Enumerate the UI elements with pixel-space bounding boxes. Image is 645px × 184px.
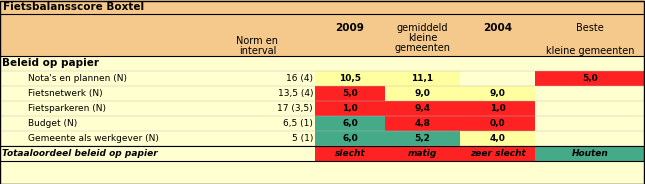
- Bar: [460, 131, 535, 146]
- Bar: [315, 101, 385, 116]
- Bar: [535, 71, 645, 86]
- Bar: [0, 0, 645, 14]
- Text: 1,0: 1,0: [342, 104, 358, 113]
- Text: Gemeente als werkgever (N): Gemeente als werkgever (N): [28, 134, 159, 143]
- Bar: [460, 146, 535, 161]
- Text: matig: matig: [408, 149, 437, 158]
- Bar: [0, 14, 645, 56]
- Text: 5,2: 5,2: [415, 134, 430, 143]
- Text: 5,0: 5,0: [342, 89, 358, 98]
- Bar: [315, 86, 385, 101]
- Text: gemeenten: gemeenten: [395, 43, 450, 53]
- Text: slecht: slecht: [335, 149, 365, 158]
- Bar: [385, 101, 460, 116]
- Text: 2004: 2004: [483, 23, 512, 33]
- Text: 5,0: 5,0: [582, 74, 598, 83]
- Bar: [315, 146, 385, 161]
- Text: Nota's en plannen (N): Nota's en plannen (N): [28, 74, 127, 83]
- Text: 9,0: 9,0: [490, 89, 506, 98]
- Text: Beste: Beste: [576, 23, 604, 33]
- Text: Norm en: Norm en: [237, 36, 279, 46]
- Text: interval: interval: [239, 46, 276, 56]
- Text: 10,5: 10,5: [339, 74, 361, 83]
- Text: kleine: kleine: [408, 33, 437, 43]
- Text: 9,0: 9,0: [415, 89, 430, 98]
- Text: Fietsparkeren (N): Fietsparkeren (N): [28, 104, 106, 113]
- Text: 5 (1): 5 (1): [292, 134, 313, 143]
- Bar: [385, 116, 460, 131]
- Text: 16 (4): 16 (4): [286, 74, 313, 83]
- Text: Fietsbalansscore Boxtel: Fietsbalansscore Boxtel: [3, 2, 144, 12]
- Bar: [315, 131, 385, 146]
- Bar: [385, 131, 460, 146]
- Text: 6,0: 6,0: [342, 134, 358, 143]
- Bar: [315, 116, 385, 131]
- Text: 17 (3,5): 17 (3,5): [277, 104, 313, 113]
- Text: 11,1: 11,1: [412, 74, 433, 83]
- Text: 6,0: 6,0: [342, 119, 358, 128]
- Text: Totaaloordeel beleid op papier: Totaaloordeel beleid op papier: [2, 149, 158, 158]
- Bar: [460, 101, 535, 116]
- Bar: [385, 71, 460, 86]
- Text: 13,5 (4): 13,5 (4): [277, 89, 313, 98]
- Text: 4,0: 4,0: [490, 134, 506, 143]
- Bar: [385, 146, 460, 161]
- Bar: [385, 86, 460, 101]
- Text: Beleid op papier: Beleid op papier: [2, 59, 99, 68]
- Text: zeer slecht: zeer slecht: [470, 149, 526, 158]
- Text: 9,4: 9,4: [415, 104, 431, 113]
- Text: 0,0: 0,0: [490, 119, 505, 128]
- Text: 6,5 (1): 6,5 (1): [283, 119, 313, 128]
- Text: kleine gemeenten: kleine gemeenten: [546, 46, 634, 56]
- Text: 2009: 2009: [335, 23, 364, 33]
- Bar: [535, 146, 645, 161]
- Text: 4,8: 4,8: [415, 119, 430, 128]
- Text: Fietsnetwerk (N): Fietsnetwerk (N): [28, 89, 103, 98]
- Text: 1,0: 1,0: [490, 104, 506, 113]
- Text: Houten: Houten: [571, 149, 608, 158]
- Bar: [460, 86, 535, 101]
- Text: Budget (N): Budget (N): [28, 119, 77, 128]
- Bar: [460, 116, 535, 131]
- Bar: [315, 71, 385, 86]
- Text: gemiddeld: gemiddeld: [397, 23, 448, 33]
